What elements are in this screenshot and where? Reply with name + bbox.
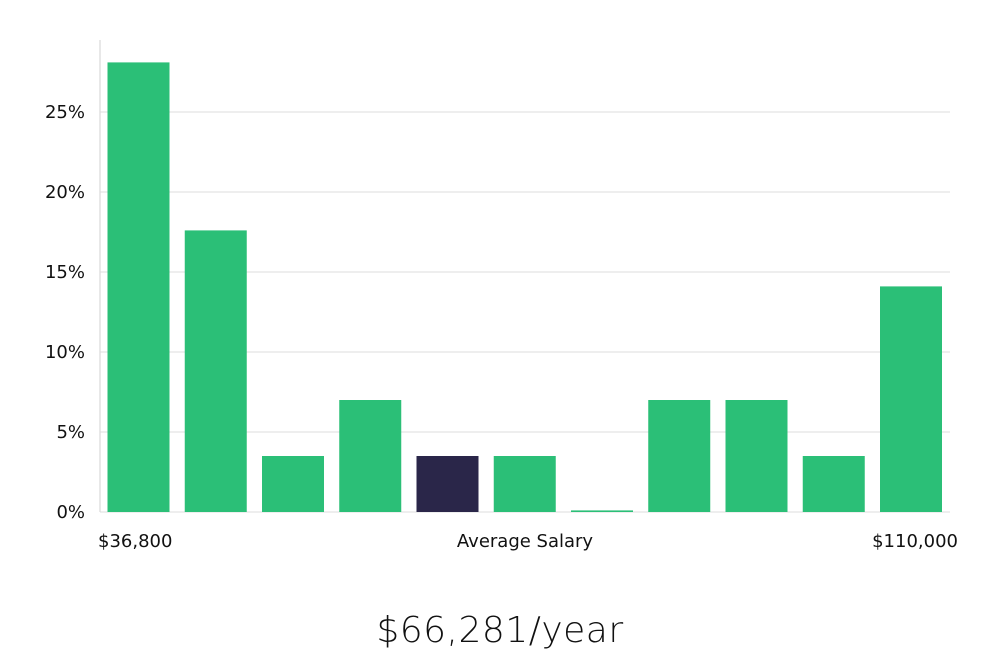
x-axis-max-label: $110,000	[872, 531, 958, 552]
y-tick-label: 15%	[45, 262, 85, 283]
bar[interactable]	[493, 456, 556, 512]
y-axis-ticks: 0% 5% 10% 15% 20% 25%	[45, 102, 85, 523]
bars-layer	[107, 62, 942, 513]
bar[interactable]	[339, 400, 402, 512]
bar[interactable]	[184, 230, 247, 512]
y-tick-label: 20%	[45, 182, 85, 203]
average-salary-value: $66,281/year	[376, 610, 624, 651]
bar[interactable]	[802, 456, 865, 512]
salary-distribution-chart: 0%5%10%15%20%25% $36,800 Average Salary …	[45, 40, 958, 552]
x-axis-min-label: $36,800	[98, 531, 172, 552]
bar[interactable]	[648, 400, 711, 512]
y-tick-label: 10%	[45, 342, 85, 363]
bar-highlighted[interactable]	[416, 456, 479, 512]
y-tick-label: 0%	[56, 502, 85, 523]
bar[interactable]	[571, 510, 633, 512]
bar[interactable]	[725, 400, 788, 512]
x-axis-title: Average Salary	[457, 531, 594, 552]
y-tick-label: 5%	[56, 422, 85, 443]
bar[interactable]	[262, 456, 324, 512]
bar[interactable]	[107, 62, 170, 513]
y-tick-label: 25%	[45, 102, 85, 123]
bar[interactable]	[880, 286, 942, 512]
